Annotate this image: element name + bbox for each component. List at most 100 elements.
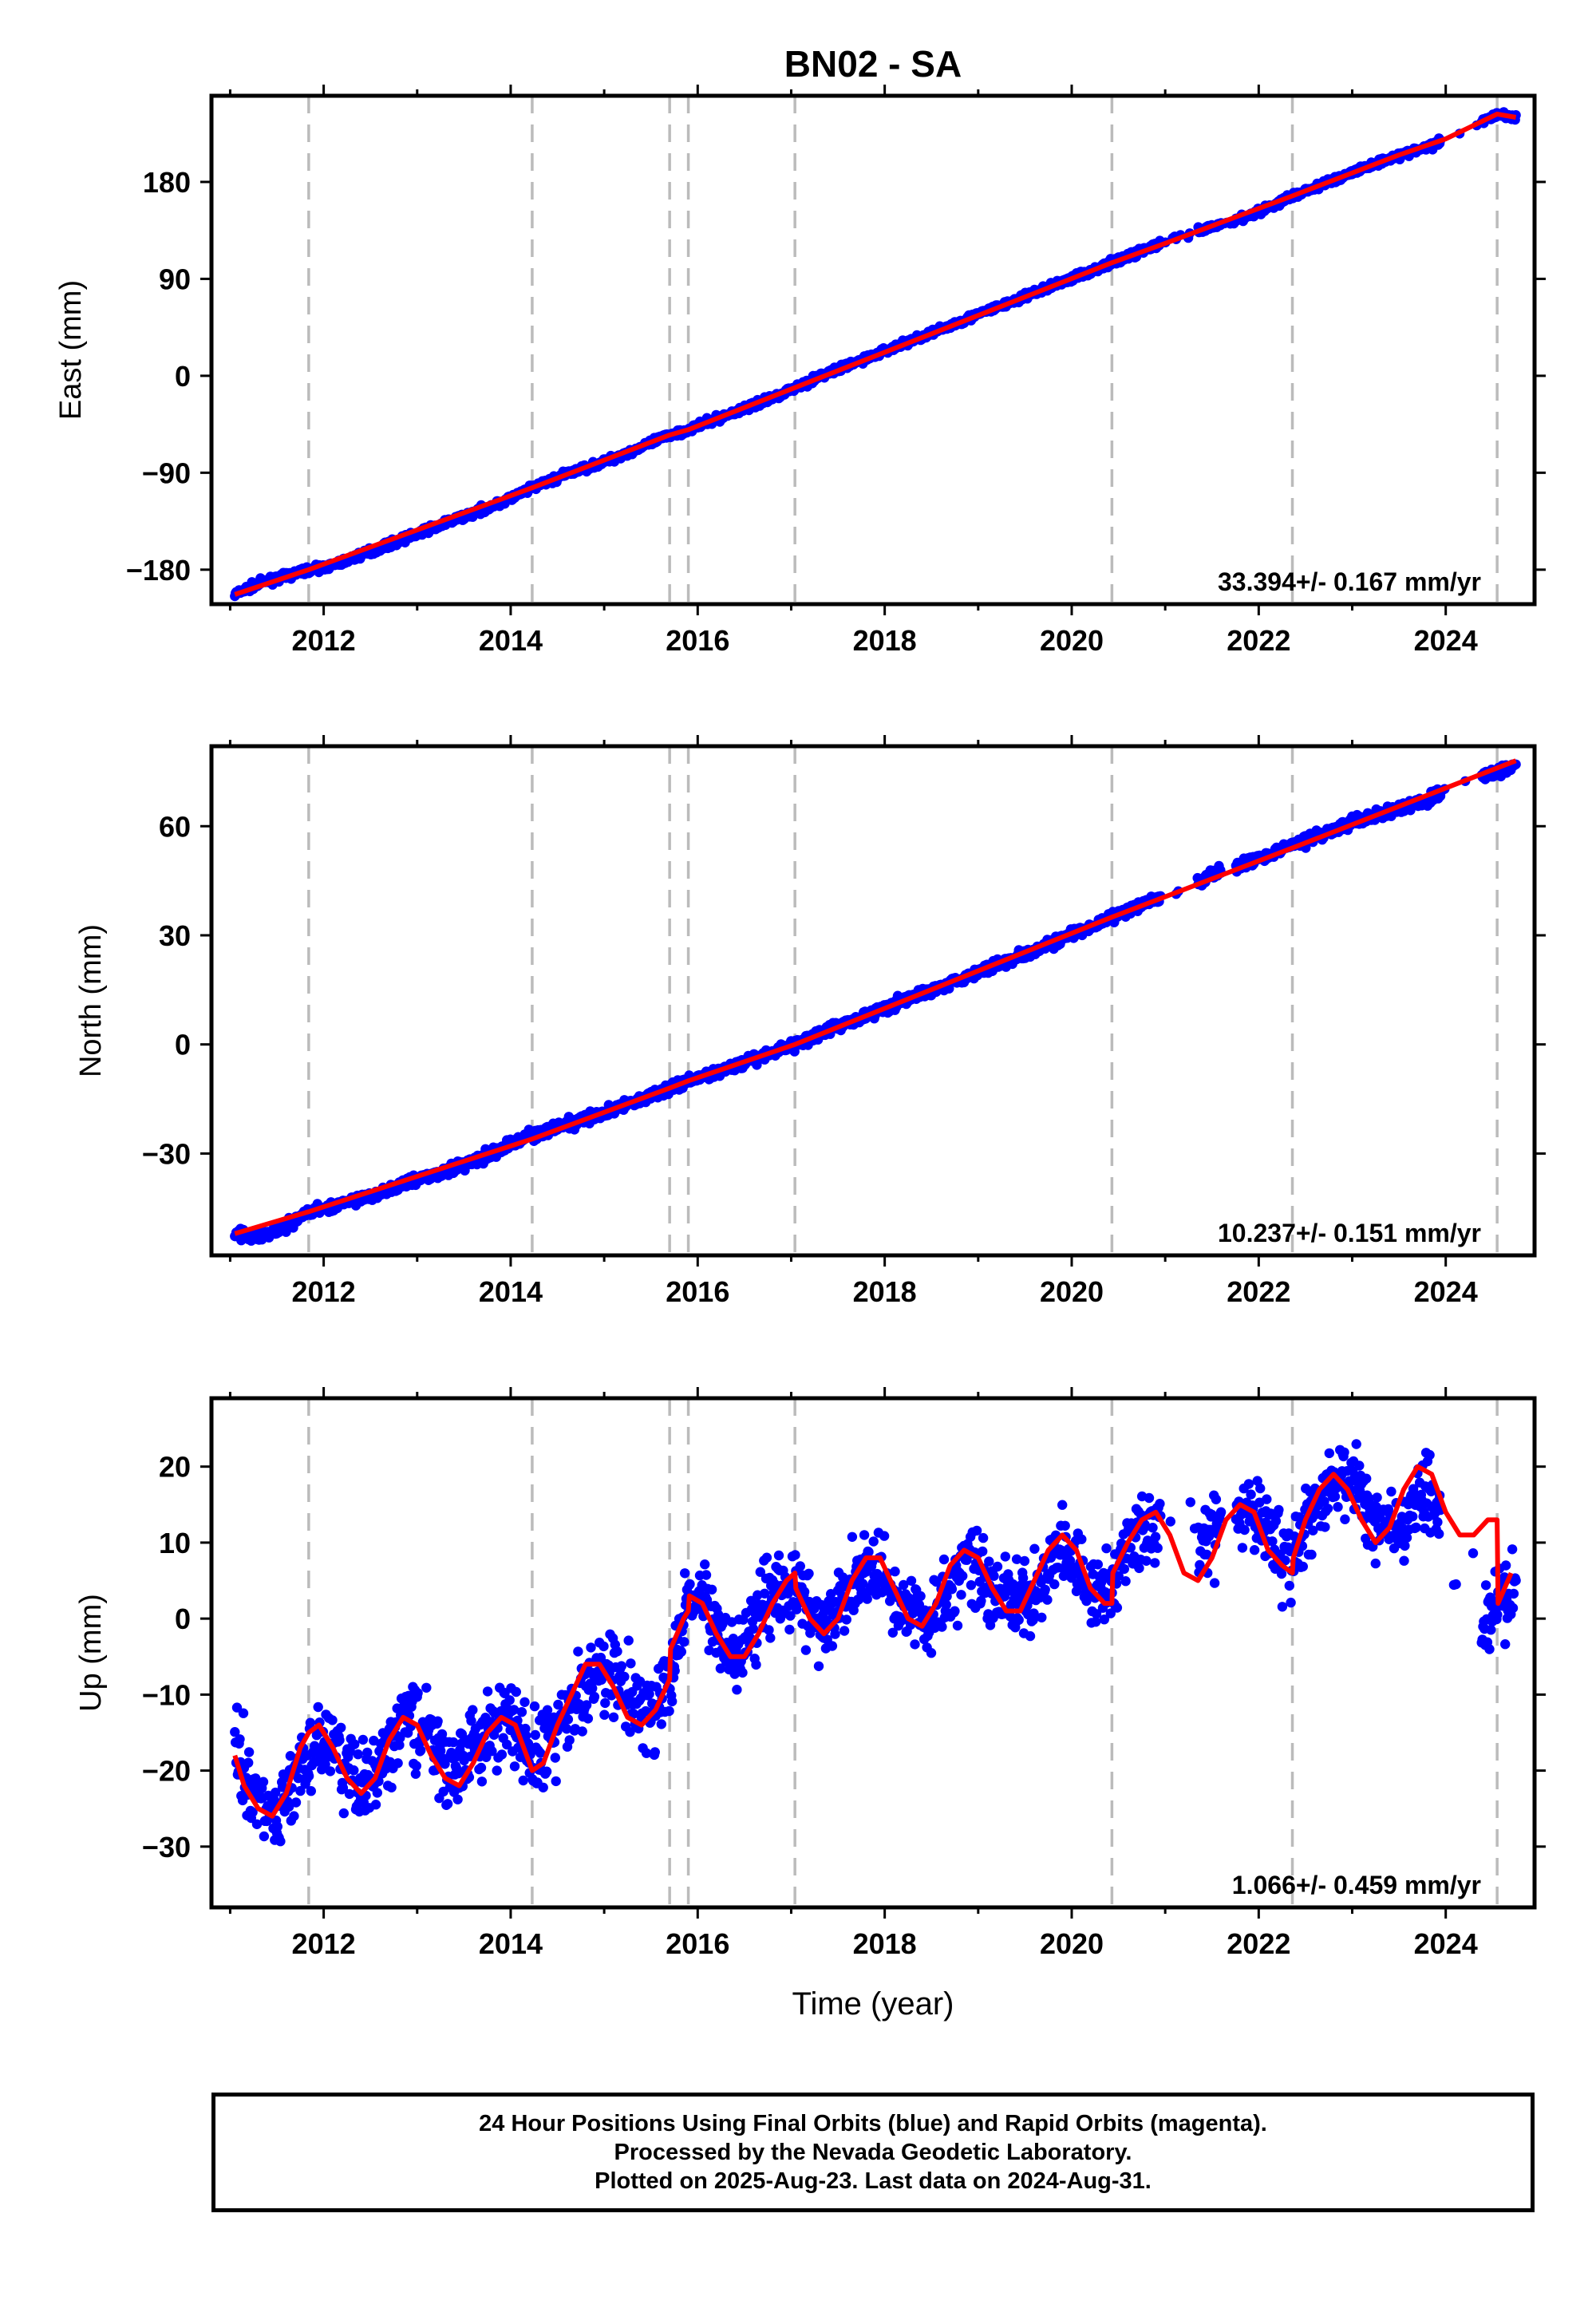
data-point bbox=[421, 1682, 432, 1693]
data-point bbox=[790, 1550, 800, 1560]
data-point bbox=[952, 1620, 963, 1631]
data-point bbox=[521, 1730, 531, 1741]
data-point bbox=[1209, 1578, 1220, 1588]
data-point bbox=[879, 1531, 890, 1541]
data-point bbox=[644, 1689, 654, 1699]
data-point bbox=[275, 1836, 286, 1847]
rate-label: 33.394+/- 0.167 mm/yr bbox=[1218, 567, 1481, 596]
data-point bbox=[436, 1745, 446, 1757]
data-point bbox=[942, 1591, 952, 1602]
data-point bbox=[737, 1667, 748, 1678]
data-point bbox=[238, 1708, 249, 1718]
data-point bbox=[862, 1594, 872, 1604]
data-point bbox=[1101, 1543, 1112, 1554]
data-point bbox=[858, 1579, 868, 1589]
data-point bbox=[411, 1761, 421, 1771]
data-point bbox=[468, 1705, 478, 1715]
data-point bbox=[372, 1788, 382, 1798]
data-point bbox=[577, 1726, 587, 1737]
data-point bbox=[989, 1571, 999, 1581]
data-point bbox=[1308, 1525, 1318, 1535]
data-point bbox=[410, 1769, 421, 1779]
x-tick-label: 2014 bbox=[479, 624, 543, 657]
data-point bbox=[1057, 1500, 1068, 1510]
data-point bbox=[563, 1714, 574, 1725]
data-point bbox=[259, 1831, 270, 1842]
data-point bbox=[1340, 1514, 1350, 1524]
data-point bbox=[847, 1531, 858, 1543]
data-point bbox=[1025, 1630, 1036, 1642]
model-line bbox=[234, 111, 1517, 597]
data-point bbox=[868, 1536, 879, 1547]
data-point bbox=[1243, 1479, 1254, 1489]
data-point bbox=[1237, 1543, 1248, 1553]
data-point bbox=[827, 1641, 838, 1651]
data-point bbox=[748, 1623, 759, 1634]
data-point bbox=[338, 1808, 349, 1819]
data-point bbox=[1270, 1516, 1282, 1527]
data-point bbox=[305, 1717, 316, 1728]
data-point bbox=[290, 1797, 302, 1808]
data-point bbox=[1090, 1617, 1101, 1627]
data-point bbox=[915, 1591, 926, 1602]
data-point bbox=[1092, 1559, 1104, 1570]
data-point bbox=[800, 1645, 812, 1655]
data-point bbox=[616, 1661, 626, 1671]
data-point bbox=[1266, 1508, 1276, 1519]
data-point bbox=[509, 1761, 520, 1772]
data-point bbox=[910, 1639, 920, 1650]
data-point bbox=[1049, 1579, 1060, 1590]
data-point bbox=[313, 1701, 323, 1713]
y-tick-label: 180 bbox=[143, 166, 191, 199]
x-tick-label: 2018 bbox=[853, 624, 917, 657]
data-point bbox=[625, 1727, 635, 1737]
data-point bbox=[492, 1765, 502, 1776]
plot-frame bbox=[209, 744, 1537, 1258]
data-point bbox=[1017, 1573, 1029, 1583]
data-point bbox=[349, 1765, 359, 1776]
data-point bbox=[1249, 1545, 1260, 1555]
data-point bbox=[295, 1785, 306, 1796]
data-point bbox=[732, 1685, 742, 1695]
data-point bbox=[966, 1580, 977, 1591]
data-point bbox=[1252, 1476, 1262, 1486]
data-point bbox=[334, 1735, 345, 1745]
data-point bbox=[956, 1590, 966, 1600]
data-point bbox=[971, 1525, 982, 1536]
data-point bbox=[247, 1807, 258, 1817]
data-point bbox=[650, 1747, 660, 1757]
data-point bbox=[863, 1547, 874, 1557]
data-point bbox=[950, 1606, 960, 1616]
data-point bbox=[830, 1629, 840, 1639]
data-point bbox=[612, 1646, 622, 1657]
data-point bbox=[680, 1568, 690, 1579]
x-tick-label: 2020 bbox=[1040, 624, 1104, 657]
data-point bbox=[519, 1697, 530, 1707]
y-tick-label: −30 bbox=[142, 1137, 191, 1170]
plot-frame bbox=[209, 93, 1537, 607]
data-point bbox=[1112, 1603, 1123, 1613]
data-point bbox=[1185, 1497, 1196, 1508]
data-point bbox=[433, 1716, 443, 1726]
data-point bbox=[306, 1786, 316, 1796]
model-line bbox=[234, 758, 1517, 1236]
data-point bbox=[550, 1753, 560, 1763]
data-point bbox=[504, 1695, 515, 1705]
data-point bbox=[890, 1566, 900, 1577]
data-point bbox=[1262, 1494, 1272, 1504]
data-point bbox=[799, 1587, 810, 1597]
data-point bbox=[608, 1712, 619, 1722]
data-point bbox=[1324, 1448, 1335, 1459]
data-point bbox=[1306, 1549, 1317, 1560]
data-point bbox=[1065, 1555, 1076, 1566]
data-point bbox=[583, 1713, 594, 1724]
y-tick-label: 0 bbox=[175, 1029, 191, 1061]
data-point bbox=[440, 1759, 450, 1769]
x-tick-label: 2024 bbox=[1414, 1275, 1478, 1308]
data-point bbox=[1029, 1608, 1039, 1618]
data-point bbox=[1134, 1563, 1144, 1574]
data-point bbox=[785, 1611, 796, 1621]
panel-2: 2012 2014 2016 2018 2020 2022 2024−3003060Nort… bbox=[74, 735, 1546, 1308]
data-point bbox=[1120, 1576, 1131, 1587]
